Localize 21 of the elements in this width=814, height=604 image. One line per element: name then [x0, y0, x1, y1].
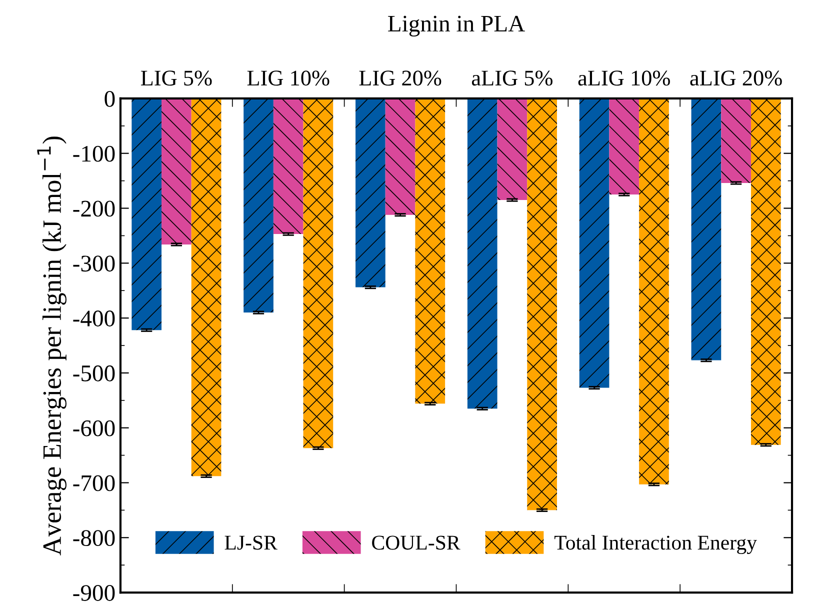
legend-label: COUL-SR — [372, 536, 460, 550]
legend-label: LJ-SR — [224, 536, 278, 550]
y-tick-label: -300 — [73, 256, 115, 272]
y-tick-label: -200 — [73, 200, 115, 217]
chart-title: Lignin in PLA — [388, 16, 525, 37]
y-tick-label: -700 — [73, 475, 115, 492]
x-tick-label: aLIG 20% — [690, 70, 782, 86]
x-tick-label: LIG 20% — [359, 70, 442, 86]
y-tick-label: 0 — [104, 90, 115, 107]
y-axis-title: Average Energies per lignin (kJ mol$^{−1}$) — [37, 136, 66, 556]
y-tick-label: -600 — [73, 420, 115, 436]
y-tick-label: -100 — [73, 146, 115, 162]
y-tick-label: -400 — [73, 310, 115, 326]
x-tick-label: aLIG 10% — [578, 70, 670, 86]
x-tick-label: LIG 10% — [247, 70, 330, 86]
y-tick-label: -900 — [73, 585, 115, 601]
x-tick-label: aLIG 5% — [472, 70, 552, 86]
y-tick-label: -800 — [73, 530, 115, 546]
y-tick-label: -500 — [73, 365, 115, 382]
legend-label: Total Interaction Energy — [554, 535, 757, 554]
x-tick-label: LIG 5% — [140, 70, 212, 86]
